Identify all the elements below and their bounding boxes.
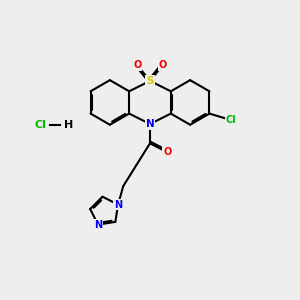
Text: Cl: Cl (225, 115, 236, 125)
Text: N: N (146, 119, 154, 129)
Text: O: O (163, 147, 171, 157)
Text: O: O (134, 60, 142, 70)
Text: N: N (94, 220, 102, 230)
Text: O: O (158, 60, 166, 70)
Text: Cl: Cl (34, 120, 46, 130)
Text: H: H (64, 120, 73, 130)
Text: N: N (114, 200, 122, 210)
Text: S: S (146, 76, 154, 86)
